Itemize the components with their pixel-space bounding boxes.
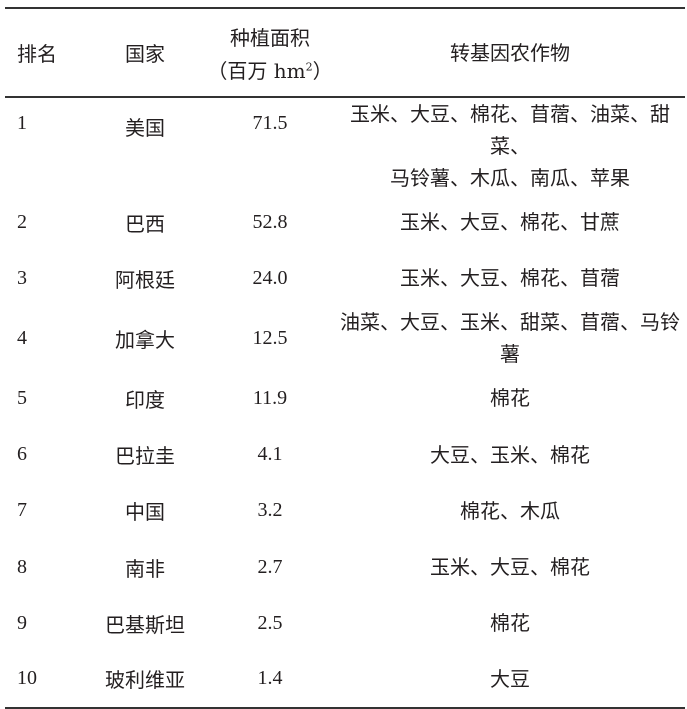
gm-crops-table: 排名 国家 种植面积 （百万 hm2） 转基因农作物 1 美国 71.5 玉米、大豆、… (5, 7, 685, 709)
crops-cell: 玉米、大豆、棉花 (335, 539, 685, 595)
rank-cell: 4 (17, 326, 27, 349)
crops-line: 玉米、大豆、棉花、苜蓿、油菜、甜菜、 (350, 102, 670, 158)
country-cell: 阿根廷 (115, 267, 175, 292)
crops-cell: 棉花、木瓜 (335, 483, 685, 539)
table-row: 4 加拿大 12.5 油菜、大豆、玉米、甜菜、苜蓿、马铃薯 (5, 306, 685, 370)
country-cell: 南非 (125, 556, 165, 581)
header-area-unit: （百万 hm2） (205, 55, 335, 84)
area-cell: 11.9 (252, 386, 288, 409)
crops-line: 玉米、大豆、棉花 (430, 555, 590, 580)
header-rank: 排名 (17, 42, 57, 66)
area-cell: 2.7 (257, 555, 283, 578)
rank-cell: 9 (17, 611, 27, 634)
table-row: 8 南非 2.7 玉米、大豆、棉花 (5, 539, 685, 595)
country-cell: 巴拉圭 (115, 444, 175, 469)
rank-cell: 10 (17, 667, 37, 690)
crops-line: 玉米、大豆、棉花、苜蓿 (400, 266, 620, 291)
area-cell: 12.5 (252, 326, 288, 349)
crops-cell: 油菜、大豆、玉米、甜菜、苜蓿、马铃薯 (335, 306, 685, 370)
area-cell: 2.5 (257, 611, 283, 634)
crops-cell: 棉花 (335, 595, 685, 651)
country-cell: 印度 (125, 387, 165, 412)
rank-cell: 2 (17, 210, 27, 233)
crops-cell: 玉米、大豆、棉花、苜蓿、油菜、甜菜、马铃薯、木瓜、南瓜、苹果 (335, 97, 685, 194)
rank-cell: 6 (17, 443, 27, 466)
crops-line: 大豆、玉米、棉花 (430, 442, 590, 467)
rank-cell: 1 (17, 112, 27, 134)
table-row: 7 中国 3.2 棉花、木瓜 (5, 483, 685, 539)
crops-line: 玉米、大豆、棉花、甘蔗 (400, 210, 620, 235)
unit-close: ） (312, 58, 333, 83)
header-country: 国家 (125, 42, 165, 66)
area-cell: 52.8 (252, 210, 288, 233)
crops-line: 棉花 (490, 386, 530, 411)
rank-cell: 7 (17, 499, 27, 522)
country-cell: 巴西 (125, 211, 165, 236)
crops-cell: 玉米、大豆、棉花、苜蓿 (335, 250, 685, 306)
area-cell: 24.0 (252, 266, 288, 289)
table-row: 10 玻利维亚 1.4 大豆 (5, 651, 685, 707)
country-cell: 中国 (125, 500, 165, 525)
rank-cell: 3 (17, 266, 27, 289)
country-cell: 玻利维亚 (105, 668, 185, 693)
table-row: 2 巴西 52.8 玉米、大豆、棉花、甘蔗 (5, 194, 685, 250)
unit-open: （百万 hm (207, 58, 306, 83)
crops-cell: 大豆、玉米、棉花 (335, 427, 685, 483)
table-row: 3 阿根廷 24.0 玉米、大豆、棉花、苜蓿 (5, 250, 685, 306)
crops-cell: 玉米、大豆、棉花、甘蔗 (335, 194, 685, 250)
rank-cell: 5 (17, 386, 27, 409)
country-cell: 加拿大 (115, 327, 175, 352)
country-cell: 美国 (125, 116, 165, 140)
area-cell: 4.1 (257, 443, 283, 466)
header-area: 种植面积 （百万 hm2） (205, 8, 335, 97)
area-cell: 71.5 (252, 112, 288, 134)
crops-cell: 大豆 (335, 651, 685, 707)
crops-line: 马铃薯、木瓜、南瓜、苹果 (390, 166, 630, 190)
area-cell: 1.4 (257, 667, 283, 690)
country-cell: 巴基斯坦 (105, 612, 185, 637)
header-area-title: 种植面积 (230, 25, 310, 50)
table-body: 1 美国 71.5 玉米、大豆、棉花、苜蓿、油菜、甜菜、马铃薯、木瓜、南瓜、苹果 2 巴西… (5, 97, 685, 708)
crops-line: 棉花 (490, 611, 530, 636)
crops-cell: 棉花 (335, 370, 685, 426)
crops-line: 油菜、大豆、玉米、甜菜、苜蓿、马铃薯 (340, 310, 680, 367)
rank-cell: 8 (17, 555, 27, 578)
table-row: 1 美国 71.5 玉米、大豆、棉花、苜蓿、油菜、甜菜、马铃薯、木瓜、南瓜、苹果 (5, 97, 685, 194)
crops-line: 棉花、木瓜 (460, 498, 560, 523)
header-crops: 转基因农作物 (450, 40, 570, 65)
area-cell: 3.2 (257, 499, 283, 522)
table-row: 9 巴基斯坦 2.5 棉花 (5, 595, 685, 651)
table-row: 5 印度 11.9 棉花 (5, 370, 685, 426)
table-row: 6 巴拉圭 4.1 大豆、玉米、棉花 (5, 427, 685, 483)
table-header: 排名 国家 种植面积 （百万 hm2） 转基因农作物 (5, 8, 685, 97)
unit-sup: 2 (305, 59, 313, 73)
crops-line: 大豆 (490, 666, 530, 691)
